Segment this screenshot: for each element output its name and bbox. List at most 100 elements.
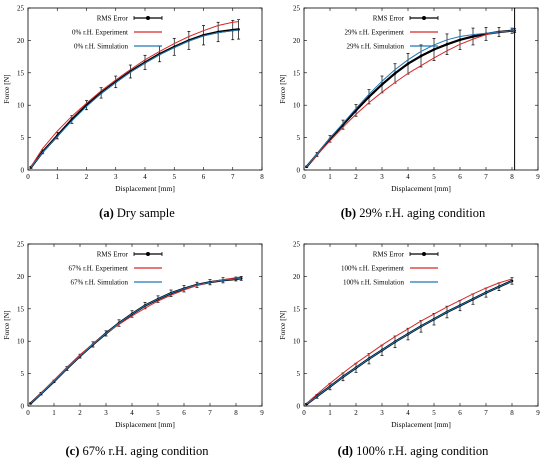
y-tick-label: 0 (297, 403, 301, 411)
x-axis-label: Displacement [mm] (391, 420, 451, 429)
x-tick-label: 3 (114, 173, 118, 181)
caption-d-label: (d) (337, 444, 353, 458)
data-point (458, 38, 462, 42)
data-point (367, 95, 371, 99)
legend-label: 100% r.H. Simulation (343, 279, 405, 287)
y-tick-label: 15 (17, 69, 25, 77)
series-line-rms-error (305, 29, 515, 168)
y-tick-label: 0 (21, 167, 25, 175)
y-tick-label: 5 (21, 134, 25, 142)
legend-label: 29% r.H. Simulation (346, 43, 404, 51)
x-tick-label: 7 (231, 173, 235, 181)
y-tick-label: 20 (17, 273, 25, 281)
series-line-simulation (30, 29, 239, 168)
x-tick-label: 5 (432, 409, 436, 417)
y-tick-label: 10 (17, 338, 25, 346)
x-tick-label: 8 (260, 173, 264, 181)
data-point (471, 35, 475, 38)
y-tick-label: 20 (293, 37, 301, 45)
x-tick-label: 2 (85, 173, 89, 181)
chart-d-svg: 0 1 2 3 4 5 6 7 8 9 0 5 10 15 20 25 Displacement [mm] For… (278, 241, 540, 430)
series-line-experiment (30, 21, 239, 168)
x-axis-label: Displacement [mm] (391, 184, 451, 193)
data-point (380, 83, 384, 86)
x-tick-label: 9 (536, 173, 540, 181)
legend-swatch-marker (146, 16, 150, 20)
series-line-simulation (30, 277, 242, 404)
data-point (445, 42, 449, 46)
x-tick-label: 9 (536, 409, 540, 417)
y-axis-label: Force [N] (2, 310, 11, 339)
x-tick-label: 7 (484, 409, 488, 417)
x-tick-label: 1 (328, 409, 332, 417)
x-tick-label: 6 (202, 173, 206, 181)
y-tick-label: 25 (293, 241, 301, 249)
series-line-rms-error (30, 28, 239, 169)
x-tick-label: 3 (380, 409, 384, 417)
x-tick-label: 2 (354, 409, 358, 417)
legend-label: 0% r.H. Experiment (72, 29, 128, 37)
x-tick-label: 4 (406, 409, 410, 417)
y-tick-label: 15 (293, 305, 301, 313)
y-tick-label: 25 (17, 241, 25, 249)
x-tick-label: 0 (26, 173, 30, 181)
caption-d-text: 100% r.H. aging condition (356, 444, 489, 458)
x-tick-label: 7 (484, 173, 488, 181)
x-tick-label: 1 (52, 409, 56, 417)
y-tick-label: 15 (293, 69, 301, 77)
legend-label: RMS Error (373, 251, 405, 259)
caption-b-label: (b) (340, 206, 357, 220)
chart-panel-b: 0 1 2 3 4 5 6 7 8 9 0 5 10 15 20 25 Displacement [mm] For… (276, 0, 550, 205)
x-tick-label: 5 (173, 173, 177, 181)
series-line-experiment (306, 278, 513, 404)
data-point (406, 62, 410, 66)
y-tick-label: 10 (17, 102, 25, 110)
series-line-rms-error (29, 277, 242, 405)
x-tick-label: 2 (354, 173, 358, 181)
series-line-rms-error (305, 279, 513, 405)
y-axis-label: Force [N] (2, 74, 11, 103)
x-tick-label: 7 (208, 409, 212, 417)
y-tick-label: 5 (21, 370, 25, 378)
caption-c-text: 67% r.H. aging condition (82, 444, 209, 458)
y-axis-label: Force [N] (278, 310, 287, 339)
series-line-simulation (306, 30, 515, 168)
x-tick-label: 4 (406, 173, 410, 181)
x-tick-label: 0 (302, 173, 306, 181)
legend-swatch-marker (146, 252, 150, 256)
plot-frame (303, 243, 539, 407)
x-tick-label: 6 (182, 409, 186, 417)
y-tick-label: 0 (21, 403, 25, 411)
x-tick-label: 5 (432, 173, 436, 181)
caption-a-label: (a) (99, 206, 114, 220)
x-tick-label: 8 (510, 173, 514, 181)
x-tick-label: 1 (56, 173, 60, 181)
chart-c-svg: 0 1 2 3 4 5 6 7 8 9 0 5 10 15 20 25 Displacement [mm] For… (2, 241, 264, 430)
x-tick-label: 4 (130, 409, 134, 417)
x-tick-label: 3 (104, 409, 108, 417)
y-tick-label: 15 (17, 305, 25, 313)
legend-swatch-marker (422, 16, 426, 20)
x-tick-label: 5 (156, 409, 160, 417)
caption-c: (c) 67% r.H. aging condition (0, 444, 274, 459)
plot-frame (27, 243, 263, 407)
chart-panel-c: 0 1 2 3 4 5 6 7 8 9 0 5 10 15 20 25 Displacement [mm] For… (0, 236, 274, 441)
chart-panel-d: 0 1 2 3 4 5 6 7 8 9 0 5 10 15 20 25 Displacement [mm] For… (276, 236, 550, 441)
data-point (432, 48, 436, 51)
x-tick-label: 8 (510, 409, 514, 417)
caption-d: (d) 100% r.H. aging condition (276, 444, 550, 459)
x-tick-label: 1 (328, 173, 332, 181)
caption-b: (b) 29% r.H. aging condition (276, 206, 550, 221)
y-tick-label: 20 (17, 37, 25, 45)
x-tick-label: 4 (143, 173, 147, 181)
caption-a-text: Dry sample (116, 206, 175, 220)
legend-label: 100% r.H. Experiment (341, 265, 404, 273)
series-line-simulation (306, 280, 513, 405)
legend-label: 29% r.H. Experiment (345, 29, 405, 37)
y-tick-label: 5 (297, 134, 301, 142)
y-tick-label: 25 (293, 5, 301, 13)
caption-c-label: (c) (65, 444, 80, 458)
data-point (419, 54, 423, 58)
legend-label: 0% r.H. Simulation (74, 43, 129, 51)
x-tick-label: 6 (458, 173, 462, 181)
